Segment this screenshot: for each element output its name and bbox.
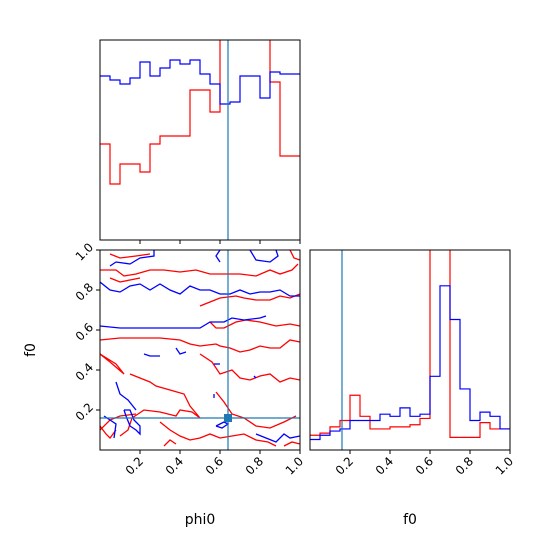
- contour-red-3: [289, 250, 300, 261]
- phi0-x-ticklabel-1: 0.4: [163, 454, 186, 477]
- f0-x-ticklabel-0: 0.2: [333, 454, 356, 477]
- contour-red-9: [100, 425, 117, 439]
- contour-red-12: [215, 391, 297, 429]
- f0-y-ticklabel-2: 0.6: [73, 320, 96, 343]
- contour-red-4: [199, 293, 300, 307]
- xlabel-f0: f0: [403, 512, 417, 528]
- frame-f0-histogram: [309, 249, 511, 451]
- contour-red-7: [100, 353, 125, 375]
- f0-y-ticklabel-1: 0.4: [73, 360, 96, 383]
- phi0-hist-red: [100, 40, 300, 185]
- contour-red-15: [283, 441, 300, 447]
- phi0-x-ticklabel-4: 1.0: [283, 454, 306, 477]
- contour-red-6: [100, 337, 300, 353]
- frame-joint: [99, 249, 301, 451]
- f0-x-ticklabel-4: 1.0: [493, 454, 516, 477]
- frame-phi0-histogram: [99, 39, 301, 241]
- contour-blue-13: [215, 421, 230, 429]
- contour-blue-0: [109, 250, 155, 267]
- f0-x-ticklabel-2: 0.6: [413, 454, 436, 477]
- phi0-x-ticklabel-0: 0.2: [123, 454, 146, 477]
- phi0-x-ticklabel-2: 0.6: [203, 454, 226, 477]
- contour-red-11: [199, 353, 300, 383]
- f0-y-ticklabel-3: 0.8: [73, 280, 96, 303]
- contour-red-0: [109, 253, 151, 259]
- contour-red-5: [209, 319, 300, 329]
- f0-x-ticklabel-3: 0.8: [453, 454, 476, 477]
- phi0-hist-blue: [100, 59, 300, 105]
- contour-red-8: [119, 373, 201, 437]
- contour-red-1: [100, 263, 299, 277]
- f0-hist-red: [310, 250, 510, 438]
- phi0-x-ticklabel-3: 0.8: [243, 454, 266, 477]
- contour-red-13: [159, 421, 277, 447]
- truth-marker: [224, 414, 232, 422]
- contour-blue-3: [100, 281, 300, 297]
- contour-blue-5: [143, 353, 160, 357]
- contour-blue-4: [100, 315, 267, 329]
- contour-blue-14: [255, 433, 300, 443]
- contour-blue-1: [215, 250, 221, 263]
- contour-blue-12: [123, 409, 141, 436]
- contour-red-2: [109, 277, 141, 283]
- f0-x-ticklabel-1: 0.4: [373, 454, 396, 477]
- contour-blue-6: [175, 347, 187, 355]
- f0-y-ticklabel-0: 0.2: [73, 400, 96, 423]
- f0-y-ticklabel-4: 1.0: [73, 240, 96, 263]
- contour-blue-9: [253, 375, 257, 379]
- contour-red-14: [163, 439, 177, 447]
- phi0-histogram-layer: [100, 40, 300, 240]
- ylabel-f0: f0: [23, 343, 39, 357]
- f0-hist-blue: [310, 285, 510, 441]
- xlabel-phi0: phi0: [185, 512, 216, 528]
- contour-blue-10: [115, 381, 137, 411]
- f0-histogram-layer: [310, 250, 510, 450]
- contour-blue-2: [249, 250, 279, 263]
- joint-contours-layer: [100, 250, 300, 450]
